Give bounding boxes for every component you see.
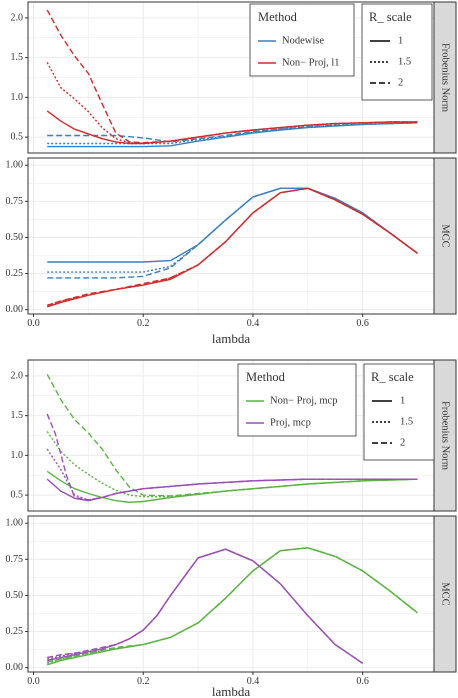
legend-entry: 1 bbox=[400, 396, 405, 407]
x-tick-label: 0.6 bbox=[356, 318, 369, 329]
series-line-non-proj-mcp-r2 bbox=[47, 547, 418, 663]
x-tick-label: 0.2 bbox=[137, 676, 150, 687]
chart-2: Frobenius Norm 0.5 1.0 1.5 2.0 MCC 0.00 0.25 0.5… bbox=[6, 359, 457, 698]
series-line-non-proj-l1-r2 bbox=[46, 187, 418, 306]
y-tick-label: 0.25 bbox=[6, 268, 24, 279]
series-line-nodewise-r2 bbox=[47, 122, 418, 143]
legend-entry: 1 bbox=[398, 36, 403, 47]
legend-title: Method bbox=[258, 10, 298, 24]
y-tick-label: 1.00 bbox=[6, 160, 24, 171]
legend-entry: Non− Proj, mcp bbox=[270, 396, 337, 407]
y-tick-label: 1.5 bbox=[11, 410, 24, 421]
legend-entry: 1.5 bbox=[400, 417, 413, 428]
series-line-non-proj-l1-r2 bbox=[46, 9, 418, 144]
facet-mcc: MCC 0.00 0.25 0.50 0.75 1.00 bbox=[6, 515, 457, 673]
x-tick-label: 0.0 bbox=[27, 676, 40, 687]
facet-strip bbox=[433, 515, 457, 673]
series-line-nodewise-r1_5 bbox=[47, 187, 418, 273]
legend-box bbox=[249, 3, 355, 77]
legend-entry: Non− Proj, l1 bbox=[282, 58, 340, 69]
series-line-proj-mcp-r2 bbox=[46, 413, 418, 501]
y-tick-label: 0.75 bbox=[6, 554, 24, 565]
legend-box bbox=[237, 363, 357, 437]
series-group bbox=[46, 187, 418, 308]
facet-strip bbox=[433, 1, 457, 154]
x-tick-label: 0.6 bbox=[356, 676, 369, 687]
y-tick-label: 0.75 bbox=[6, 196, 24, 207]
x-tick-label: 0.4 bbox=[247, 676, 260, 687]
series-group bbox=[46, 9, 418, 148]
legend-box bbox=[361, 3, 433, 101]
y-tick-label: 0.5 bbox=[11, 490, 24, 501]
series-group bbox=[46, 547, 418, 666]
x-axis-label: lambda bbox=[212, 684, 250, 698]
x-tick-label: 0.0 bbox=[27, 318, 40, 329]
y-tick-label: 0.50 bbox=[6, 590, 24, 601]
y-tick-label: 0.5 bbox=[11, 132, 24, 143]
gridlines bbox=[28, 158, 434, 314]
y-tick-label: 0.00 bbox=[6, 662, 24, 673]
legend-title: R_ scale bbox=[369, 10, 412, 24]
legend-entry: Proj, mcp bbox=[270, 418, 311, 429]
gridlines bbox=[28, 516, 434, 672]
series-line-nodewise-r1_5 bbox=[47, 122, 418, 145]
y-tick-label: 1.0 bbox=[11, 92, 24, 103]
legend-r-scale: R_ scale 1 1.5 2 bbox=[363, 363, 435, 461]
facet-strip-label: Frobenius Norm bbox=[440, 401, 451, 470]
facet-mcc: MCC 0.00 0.25 0.50 0.75 1.00 bbox=[6, 157, 457, 315]
series-group bbox=[46, 373, 418, 503]
y-tick-label: 0.50 bbox=[6, 232, 24, 243]
x-tick-label: 0.2 bbox=[137, 318, 150, 329]
legend-entry: 2 bbox=[398, 78, 403, 89]
y-tick-label: 1.00 bbox=[6, 518, 24, 529]
facet-strip-label: MCC bbox=[440, 582, 451, 605]
y-tick-label: 1.0 bbox=[11, 450, 24, 461]
y-tick-label: 0.25 bbox=[6, 626, 24, 637]
y-tick-label: 2.0 bbox=[11, 370, 24, 381]
x-axis-label: lambda bbox=[212, 331, 250, 346]
legend-box bbox=[363, 363, 435, 461]
legend-method: Method Non− Proj, mcp Proj, mcp bbox=[237, 363, 357, 437]
y-tick-label: 0.00 bbox=[6, 304, 24, 315]
panel-background bbox=[28, 516, 434, 672]
chart-1: Frobenius Norm 0.5 1.0 1.5 2.0 MCC 0.00 0.25 0.5… bbox=[6, 1, 457, 346]
legend-r-scale: R_ scale 1 1.5 2 bbox=[361, 3, 433, 101]
legend-title: R_ scale bbox=[371, 370, 414, 384]
legend-title: Method bbox=[246, 370, 286, 384]
series-line-non-proj-mcp-r2 bbox=[46, 373, 418, 497]
legend-entry: 2 bbox=[400, 438, 405, 449]
facet-strip-label: MCC bbox=[440, 224, 451, 247]
x-tick-label: 0.4 bbox=[247, 318, 260, 329]
y-tick-label: 1.5 bbox=[11, 52, 24, 63]
series-line-nodewise-r1 bbox=[47, 122, 418, 148]
facet-strip-label: Frobenius Norm bbox=[440, 43, 451, 112]
legend-entry: 1.5 bbox=[398, 57, 411, 68]
legend-method: Method Nodewise Non− Proj, l1 bbox=[249, 3, 355, 77]
series-line-proj-mcp-r2 bbox=[47, 548, 364, 664]
facet-strip bbox=[433, 157, 457, 315]
series-line-nodewise-r2 bbox=[47, 187, 418, 279]
y-tick-label: 2.0 bbox=[11, 12, 24, 23]
legend-entry: Nodewise bbox=[282, 36, 324, 47]
